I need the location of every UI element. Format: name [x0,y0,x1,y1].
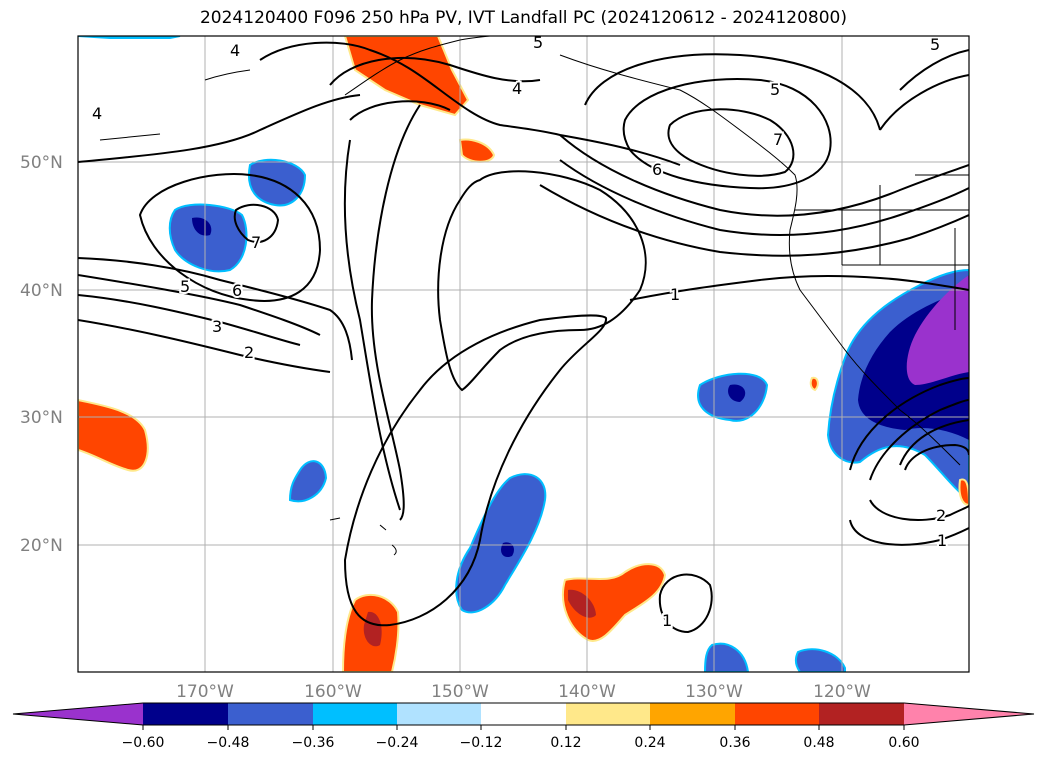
colorbar-swatch [481,703,566,725]
contour-label: 1 [670,285,680,304]
latitude-axis: 50°N 40°N 30°N 20°N [20,153,63,556]
latitude-label: 50°N [20,153,63,173]
colorbar-swatch [650,703,735,725]
contour-label: 5 [180,277,190,296]
pv-contours [78,41,969,634]
colorbar-swatch [735,703,819,725]
graticule [78,36,969,672]
colorbar-tick-label: 0.24 [634,735,665,751]
colorbar-tick-label: −0.24 [376,735,419,751]
latitude-label: 30°N [20,408,63,428]
colorbar-tick-label: −0.48 [207,735,250,751]
colorbar-swatch [143,703,228,725]
colorbar-tick-label: 0.60 [888,735,919,751]
colorbar-tick-label: 0.36 [719,735,750,751]
contour-label: 1 [937,531,947,550]
colorbar-extend-high [904,703,1034,725]
longitude-label: 150°W [431,682,489,702]
longitude-label: 120°W [813,682,871,702]
colorbar-swatch [228,703,313,725]
colorbar-tick-label: −0.12 [460,735,503,751]
longitude-label: 170°W [176,682,234,702]
contour-label: 4 [92,104,102,123]
colorbar-swatch [566,703,650,725]
contour-label: 6 [232,281,242,300]
colorbar-swatch [313,703,397,725]
colorbar-swatch [397,703,481,725]
colorbar: −0.60 −0.48 −0.36 −0.24 −0.12 0.12 0.24 … [12,702,1035,751]
contour-label: 4 [512,79,522,98]
longitude-label: 140°W [558,682,616,702]
contour-label: 5 [770,80,780,99]
contour-label: 5 [930,35,940,54]
map-background [78,36,969,672]
colorbar-tick-label: −0.60 [122,735,165,751]
contour-label: 7 [251,233,261,252]
map-title: 2024120400 F096 250 hPa PV, IVT Landfall… [199,8,847,28]
contour-label: 7 [773,130,783,149]
shade-central-blue [455,473,547,614]
coastlines [99,36,969,556]
contour-label: 1 [662,611,672,630]
latitude-label: 40°N [20,281,63,301]
colorbar-tick-label: −0.36 [292,735,335,751]
colorbar-tick-label: 0.12 [550,735,581,751]
colorbar-tick-label: 0.48 [803,735,834,751]
shade-gulf-alaska [343,36,470,117]
shade-west-blob [168,203,248,273]
shade-south-orange [562,563,667,642]
contour-label-group: 4 4 5 4 5 5 7 6 7 5 6 3 2 1 1 2 1 [90,31,949,632]
contour-label: 2 [936,506,946,525]
latitude-label: 20°N [20,536,63,556]
contour-label: 4 [230,41,240,60]
longitude-axis: 170°W 160°W 150°W 140°W 130°W 120°W [176,682,871,702]
map-frame [77,35,970,673]
colorbar-extend-low [13,703,143,725]
contour-label: 3 [212,317,222,336]
shade-west-orange [78,398,149,472]
colorbar-swatch [819,703,904,725]
contour-label: 2 [244,343,254,362]
longitude-label: 160°W [304,682,362,702]
longitude-label: 130°W [685,682,743,702]
contour-label: 6 [652,160,662,179]
contour-label: 5 [533,33,543,52]
